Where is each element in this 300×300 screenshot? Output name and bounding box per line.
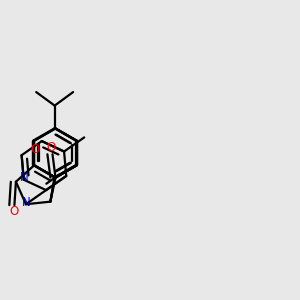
Text: O: O xyxy=(9,205,18,218)
Text: O: O xyxy=(31,142,40,156)
Text: N: N xyxy=(20,171,28,184)
Text: N: N xyxy=(22,196,30,209)
Text: O: O xyxy=(47,141,56,154)
